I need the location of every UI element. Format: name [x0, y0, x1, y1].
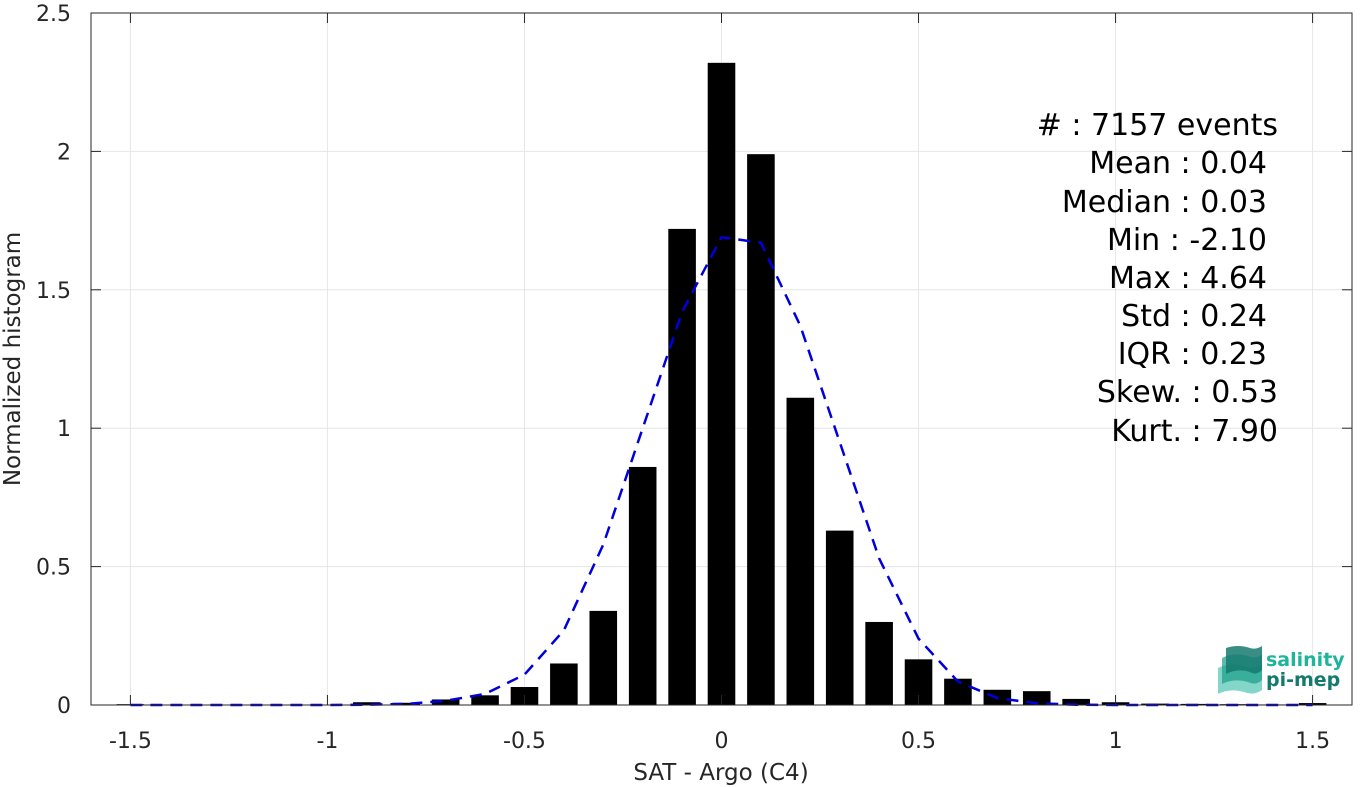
- histogram-bar: [471, 695, 499, 705]
- y-axis-title: Normalized histogram: [0, 232, 26, 486]
- tick-labels: -1.5 -1 -0.5 0 0.5 1 1.5 0 0.5 1 1.5 2 2.5: [36, 2, 1330, 754]
- histogram-bar: [392, 702, 421, 705]
- y-tick-label: 0.5: [36, 556, 71, 581]
- stats-max: Max : 4.64: [1109, 261, 1267, 296]
- y-tick-label: 2.5: [36, 2, 71, 27]
- y-tick-label: 2: [57, 140, 71, 165]
- stats-median: Median : 0.03: [1062, 185, 1267, 220]
- y-tick-label: 1: [57, 417, 71, 442]
- histogram-bar: [707, 62, 736, 706]
- histogram-bar: [825, 530, 854, 705]
- x-tick-label: -1.5: [109, 729, 152, 754]
- x-tick-label: 1: [1109, 729, 1123, 754]
- histogram-bar: [589, 610, 618, 705]
- x-tick-label: -0.5: [503, 729, 546, 754]
- histogram-bar: [865, 621, 893, 705]
- y-tick-label: 1.5: [36, 279, 71, 304]
- wave-logo-icon: [1218, 646, 1262, 694]
- histogram-bars: [116, 62, 1327, 706]
- histogram-bar: [1062, 698, 1090, 705]
- stats-std: Std : 0.24: [1121, 299, 1267, 334]
- histogram-bar: [747, 154, 775, 706]
- logo-line2: pi-mep: [1266, 669, 1340, 691]
- histogram-bar: [668, 228, 696, 706]
- stats-skew: Skew. : 0.53: [1097, 375, 1278, 410]
- stats-iqr: IQR : 0.23: [1118, 337, 1267, 372]
- histogram-bar: [786, 397, 815, 705]
- x-tick-label: 1.5: [1295, 729, 1330, 754]
- stats-kurt: Kurt. : 7.90: [1111, 414, 1278, 449]
- salinity-pi-mep-logo: salinity pi-mep: [1218, 646, 1345, 694]
- y-tick-label: 0: [57, 694, 71, 719]
- histogram-bar: [550, 663, 578, 705]
- stats-block: # : 7157 events Mean : 0.04 Median : 0.0…: [1037, 108, 1278, 449]
- stats-min: Min : -2.10: [1107, 223, 1267, 258]
- histogram-bar: [353, 702, 381, 705]
- x-tick-label: -1: [316, 729, 338, 754]
- histogram-bar: [431, 699, 460, 705]
- histogram-bar: [944, 678, 972, 705]
- histogram-bar: [628, 466, 657, 705]
- stats-mean: Mean : 0.04: [1089, 146, 1267, 181]
- x-tick-label: 0: [715, 729, 729, 754]
- axes: [90, 12, 1353, 706]
- x-axis-title: SAT - Argo (C4): [633, 760, 808, 786]
- logo-line1: salinity: [1266, 649, 1345, 671]
- x-tick-label: 0.5: [901, 729, 936, 754]
- stats-count: # : 7157 events: [1037, 108, 1278, 143]
